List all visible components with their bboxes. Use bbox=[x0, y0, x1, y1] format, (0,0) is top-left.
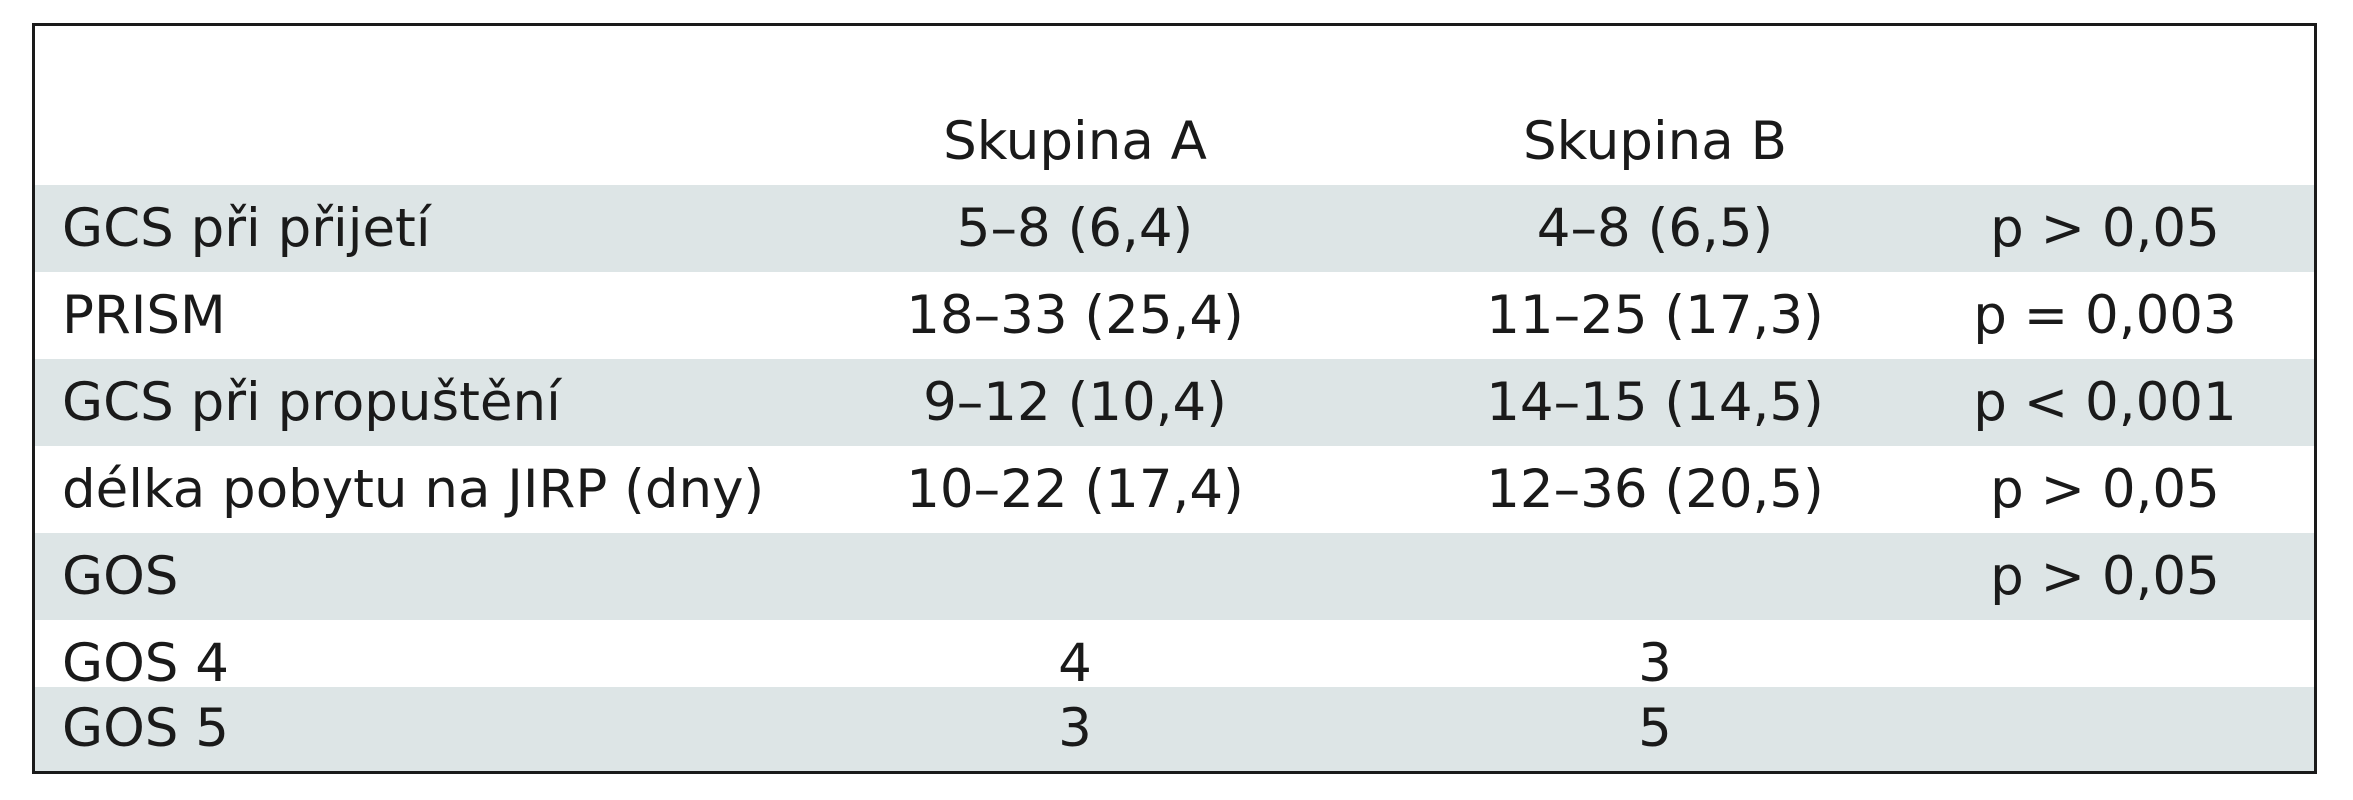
row-group-a-value: 10–22 (17,4) bbox=[906, 459, 1244, 520]
row-group-a-value: 3 bbox=[1058, 698, 1092, 759]
row-p-value: p = 0,003 bbox=[1973, 285, 2237, 346]
row-group-a-value: 9–12 (10,4) bbox=[923, 372, 1227, 433]
row-group-b-value: 12–36 (20,5) bbox=[1486, 459, 1824, 520]
table-row: GCS při přijetí 5–8 (6,4) 4–8 (6,5) p > … bbox=[35, 185, 2314, 272]
row-p-value: p > 0,05 bbox=[1990, 198, 2220, 259]
row-label: GCS při propuštění bbox=[62, 372, 561, 433]
table-row: GCS při propuštění 9–12 (10,4) 14–15 (14… bbox=[35, 359, 2314, 446]
row-label: GCS při přijetí bbox=[62, 198, 431, 259]
row-p-value bbox=[1935, 687, 2275, 771]
row-group-b-value: 5 bbox=[1638, 698, 1672, 759]
row-p-value: p > 0,05 bbox=[1990, 546, 2220, 607]
row-group-a-value bbox=[855, 533, 1295, 620]
row-p-value: p < 0,001 bbox=[1973, 372, 2237, 433]
row-group-a-value: 18–33 (25,4) bbox=[906, 285, 1244, 346]
row-label: PRISM bbox=[62, 285, 226, 346]
row-label: GOS bbox=[62, 546, 179, 607]
table-row: délka pobytu na JIRP (dny) 10–22 (17,4) … bbox=[35, 446, 2314, 533]
row-label: GOS 5 bbox=[62, 698, 229, 759]
table-header-row: Skupina A Skupina B bbox=[35, 98, 2314, 185]
row-group-b-value: 11–25 (17,3) bbox=[1486, 285, 1824, 346]
table-row: GOS p > 0,05 bbox=[35, 533, 2314, 620]
row-label: délka pobytu na JIRP (dny) bbox=[62, 459, 765, 520]
header-group-b: Skupina B bbox=[1523, 111, 1787, 172]
table-row: GOS 4 4 3 bbox=[35, 620, 2314, 707]
row-group-a-value: 4 bbox=[1058, 633, 1092, 694]
row-label: GOS 4 bbox=[62, 633, 229, 694]
row-group-b-value: 4–8 (6,5) bbox=[1536, 198, 1774, 259]
table-row: PRISM 18–33 (25,4) 11–25 (17,3) p = 0,00… bbox=[35, 272, 2314, 359]
table-row: GOS 5 3 5 bbox=[35, 687, 2314, 771]
header-group-a: Skupina A bbox=[943, 111, 1207, 172]
row-p-value: p > 0,05 bbox=[1990, 459, 2220, 520]
row-group-b-value bbox=[1435, 533, 1875, 620]
row-group-a-value: 5–8 (6,4) bbox=[956, 198, 1194, 259]
row-group-b-value: 3 bbox=[1638, 633, 1672, 694]
row-group-b-value: 14–15 (14,5) bbox=[1486, 372, 1824, 433]
header-p-value bbox=[1935, 98, 2275, 185]
results-table: Skupina A Skupina B GCS při přijetí 5–8 … bbox=[32, 23, 2317, 774]
